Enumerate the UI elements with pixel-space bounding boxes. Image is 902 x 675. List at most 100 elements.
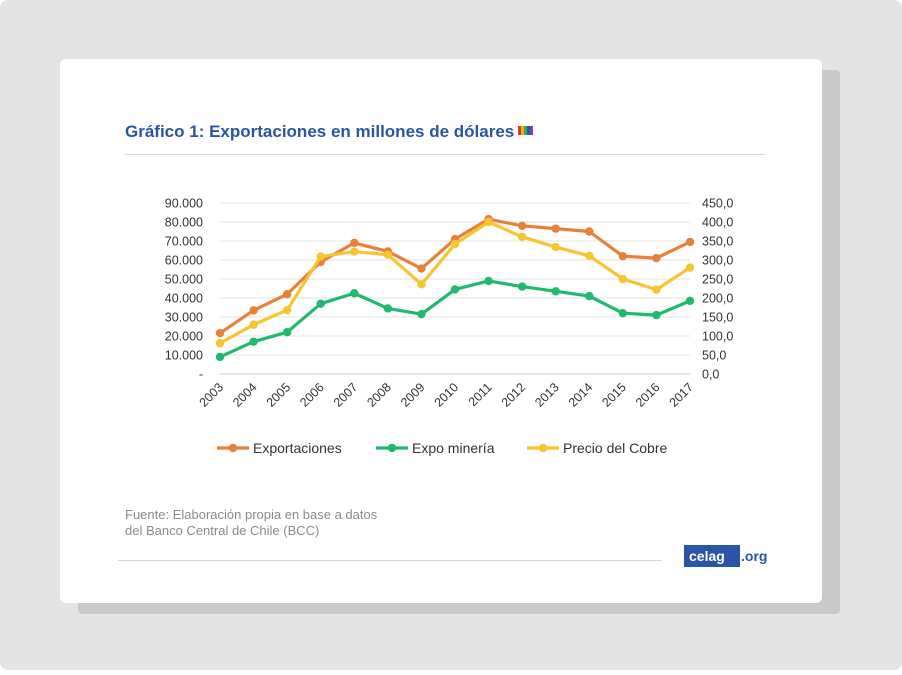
- grid-lines: [220, 202, 690, 375]
- data-point: [282, 328, 292, 337]
- y-left-tick-label: 20.000: [165, 330, 203, 344]
- legend-swatch-dot: [228, 443, 238, 453]
- data-point: [685, 296, 695, 306]
- y-right-tick-label: 450,0: [702, 197, 733, 211]
- x-tick-label: 2009: [398, 380, 428, 410]
- chart-card: Gráfico 1: Exportaciones en millones de …: [60, 59, 822, 603]
- x-tick-label: 2007: [331, 380, 361, 410]
- y-right-tick-label: 350,0: [702, 235, 733, 249]
- x-tick-label: 2010: [432, 380, 462, 410]
- data-point: [383, 304, 393, 313]
- x-tick-label: 2003: [197, 380, 227, 410]
- data-point: [350, 247, 359, 256]
- legend-label: Precio del Cobre: [563, 440, 667, 456]
- data-point: [652, 285, 661, 294]
- legend-swatch-dot: [538, 443, 548, 453]
- y-left-tick-label: 60.000: [165, 254, 203, 268]
- y-left-tick-label: 30.000: [165, 311, 203, 325]
- data-point: [551, 287, 560, 296]
- y-right-tick-label: 400,0: [702, 216, 733, 230]
- x-tick-label: 2005: [264, 380, 294, 410]
- y-left-tick-label: 80.000: [165, 216, 203, 230]
- data-point: [316, 252, 325, 261]
- chart-title: Gráfico 1: Exportaciones en millones de …: [125, 122, 534, 142]
- data-point: [215, 328, 225, 338]
- data-point: [417, 309, 426, 319]
- data-point: [383, 250, 393, 259]
- x-tick-label: 2008: [364, 380, 394, 410]
- data-point: [249, 337, 258, 346]
- y-left-tick-label: 70.000: [165, 235, 203, 249]
- x-tick-label: 2012: [499, 380, 529, 410]
- chart-title-text: Gráfico 1: Exportaciones en millones de …: [125, 122, 515, 141]
- data-point: [417, 264, 426, 273]
- data-point: [450, 239, 460, 249]
- logo-ext-text: .org: [741, 548, 768, 564]
- source-note: Fuente: Elaboración propia en base a dat…: [125, 507, 445, 539]
- y-left-tick-label: 90.000: [165, 197, 203, 211]
- x-tick-label: 2015: [599, 380, 629, 410]
- y-right-tick-label: 0,0: [702, 368, 719, 382]
- data-point: [585, 291, 594, 301]
- data-point: [517, 232, 527, 242]
- y-right-tick-label: 150,0: [702, 311, 733, 325]
- data-point: [652, 310, 661, 320]
- y-right-tick-label: 250,0: [702, 273, 733, 287]
- data-point: [517, 282, 527, 291]
- x-tick-label: 2014: [566, 380, 596, 410]
- data-point: [215, 339, 225, 348]
- y-axis-left: - 10.000 20.000 30.000 40.000 50.000 60.000 70.…: [165, 197, 203, 382]
- data-point: [618, 274, 628, 284]
- data-point: [618, 252, 628, 261]
- source-line-1: Fuente: Elaboración propia en base a dat…: [125, 507, 378, 522]
- celag-logo: celag .org: [684, 545, 767, 567]
- y-left-tick-label: 10.000: [165, 349, 203, 363]
- data-point: [652, 253, 661, 263]
- source-line-2: del Banco Central de Chile (BCC): [125, 523, 320, 538]
- data-point: [551, 242, 560, 252]
- y-right-tick-label: 300,0: [702, 254, 733, 268]
- data-point: [282, 290, 292, 299]
- data-point: [517, 221, 527, 230]
- x-tick-label: 2006: [297, 380, 327, 410]
- legend-label: Exportaciones: [253, 440, 342, 456]
- data-point: [685, 263, 695, 272]
- flag-icon: [518, 126, 534, 136]
- x-tick-label: 2011: [466, 380, 495, 409]
- data-point: [484, 217, 493, 227]
- logo-main-text: celag: [684, 545, 740, 567]
- data-point: [215, 352, 225, 362]
- data-point: [585, 227, 594, 236]
- legend-label: Expo minería: [412, 440, 495, 456]
- data-point: [450, 285, 460, 294]
- data-point: [417, 280, 426, 289]
- y-right-tick-label: 100,0: [702, 330, 733, 344]
- y-right-tick-label: 200,0: [702, 292, 733, 306]
- x-axis: 2003 2004 2005 2006 2007 2008 2009 2010 2011 2012…: [197, 380, 697, 410]
- data-point: [618, 309, 628, 318]
- title-divider: [125, 154, 765, 155]
- y-right-tick-label: 50,0: [702, 349, 726, 363]
- data-point: [585, 251, 594, 261]
- x-tick-label: 2004: [230, 380, 260, 410]
- x-tick-label: 2016: [633, 380, 663, 410]
- data-point: [551, 224, 560, 233]
- data-point: [249, 320, 258, 329]
- series-group: [215, 214, 695, 362]
- data-point: [350, 238, 359, 248]
- data-point: [685, 237, 695, 247]
- x-tick-label: 2017: [667, 380, 697, 410]
- y-left-tick-label: -: [199, 368, 203, 382]
- data-point: [484, 276, 493, 286]
- legend-swatch-dot: [387, 443, 397, 453]
- y-left-tick-label: 50.000: [165, 273, 203, 287]
- legend: Exportaciones Expo minería Precio del Cobr…: [217, 440, 667, 456]
- y-axis-right: 0,0 50,0 100,0 150,0 200,0 250,0 300,0 350,0 400…: [702, 197, 733, 382]
- data-point: [316, 299, 325, 308]
- x-tick-label: 2013: [532, 380, 562, 410]
- data-point: [350, 289, 359, 298]
- data-point: [282, 305, 292, 315]
- footer-divider: [118, 560, 662, 561]
- y-left-tick-label: 40.000: [165, 292, 203, 306]
